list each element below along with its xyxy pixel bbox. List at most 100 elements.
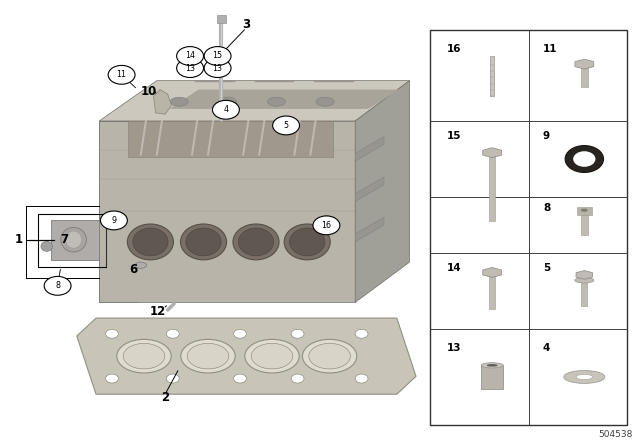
Circle shape (166, 329, 179, 338)
Text: 6: 6 (129, 263, 137, 276)
Polygon shape (355, 137, 384, 161)
Bar (490, 273, 495, 309)
Ellipse shape (308, 343, 351, 369)
Ellipse shape (116, 340, 172, 373)
Polygon shape (576, 271, 593, 279)
Circle shape (166, 374, 179, 383)
Bar (38, 214, 106, 267)
Ellipse shape (581, 209, 588, 212)
Polygon shape (99, 121, 355, 302)
Text: 13: 13 (212, 64, 223, 73)
Ellipse shape (41, 241, 52, 251)
Circle shape (565, 146, 604, 172)
Polygon shape (483, 148, 502, 158)
Text: 9: 9 (111, 216, 116, 225)
Ellipse shape (239, 228, 274, 256)
Ellipse shape (575, 278, 594, 283)
Polygon shape (355, 217, 384, 242)
Text: 11: 11 (543, 43, 557, 54)
Circle shape (273, 116, 300, 135)
Ellipse shape (123, 343, 165, 369)
Ellipse shape (487, 364, 498, 366)
Text: 16: 16 (446, 43, 461, 54)
Circle shape (355, 329, 368, 338)
Ellipse shape (219, 97, 237, 106)
Circle shape (313, 216, 340, 235)
Text: 14: 14 (185, 52, 195, 60)
Bar (581, 215, 588, 235)
Text: 14: 14 (446, 263, 461, 273)
Bar (217, 15, 226, 23)
Circle shape (234, 374, 246, 383)
Text: 13: 13 (446, 343, 461, 353)
Text: 1: 1 (15, 233, 23, 246)
Circle shape (291, 329, 304, 338)
Ellipse shape (244, 340, 300, 373)
Bar (581, 65, 588, 86)
Circle shape (291, 374, 304, 383)
Ellipse shape (576, 375, 593, 379)
Polygon shape (170, 90, 400, 109)
Ellipse shape (133, 228, 168, 256)
Ellipse shape (170, 97, 188, 106)
Text: 16: 16 (321, 221, 332, 230)
Ellipse shape (127, 224, 173, 260)
Circle shape (106, 329, 118, 338)
Text: 2: 2 (161, 391, 169, 405)
Circle shape (177, 59, 204, 78)
Ellipse shape (135, 262, 147, 268)
Polygon shape (51, 220, 99, 260)
Polygon shape (575, 59, 594, 69)
Ellipse shape (303, 340, 357, 373)
Polygon shape (154, 90, 172, 114)
Circle shape (573, 151, 595, 167)
Text: 4: 4 (543, 343, 550, 353)
Text: 10: 10 (140, 85, 157, 99)
Polygon shape (99, 121, 138, 302)
Ellipse shape (180, 224, 227, 260)
Text: 12: 12 (150, 305, 166, 318)
Ellipse shape (66, 231, 82, 248)
Bar (489, 154, 495, 221)
Polygon shape (128, 121, 333, 157)
Bar (577, 207, 592, 215)
Bar (430, 30, 627, 425)
Ellipse shape (61, 227, 86, 252)
Ellipse shape (481, 362, 503, 368)
Circle shape (204, 47, 231, 65)
Polygon shape (483, 267, 502, 277)
Text: 4: 4 (223, 105, 228, 114)
Bar (582, 277, 588, 306)
Text: 8: 8 (55, 281, 60, 290)
Circle shape (355, 374, 368, 383)
Circle shape (234, 329, 246, 338)
Bar (481, 365, 503, 388)
Polygon shape (355, 81, 410, 302)
Text: 15: 15 (446, 131, 461, 141)
Text: 7: 7 (60, 233, 68, 246)
Bar (490, 56, 494, 96)
Text: 9: 9 (543, 131, 550, 141)
Text: 8: 8 (543, 203, 550, 213)
Circle shape (212, 100, 239, 119)
Text: 5: 5 (543, 263, 550, 273)
Ellipse shape (268, 97, 285, 106)
Circle shape (204, 59, 231, 78)
Polygon shape (77, 318, 416, 394)
Circle shape (44, 276, 71, 295)
Ellipse shape (316, 97, 334, 106)
Text: 15: 15 (212, 52, 223, 60)
Circle shape (177, 47, 204, 65)
Ellipse shape (186, 228, 221, 256)
Text: 3: 3 (243, 18, 250, 31)
Ellipse shape (180, 340, 236, 373)
Ellipse shape (251, 343, 293, 369)
Ellipse shape (564, 370, 605, 383)
Ellipse shape (187, 343, 229, 369)
Circle shape (108, 65, 135, 84)
Ellipse shape (233, 224, 279, 260)
Text: 5: 5 (284, 121, 289, 130)
Text: 13: 13 (185, 64, 195, 73)
Text: 504538: 504538 (598, 430, 632, 439)
Polygon shape (99, 81, 410, 121)
